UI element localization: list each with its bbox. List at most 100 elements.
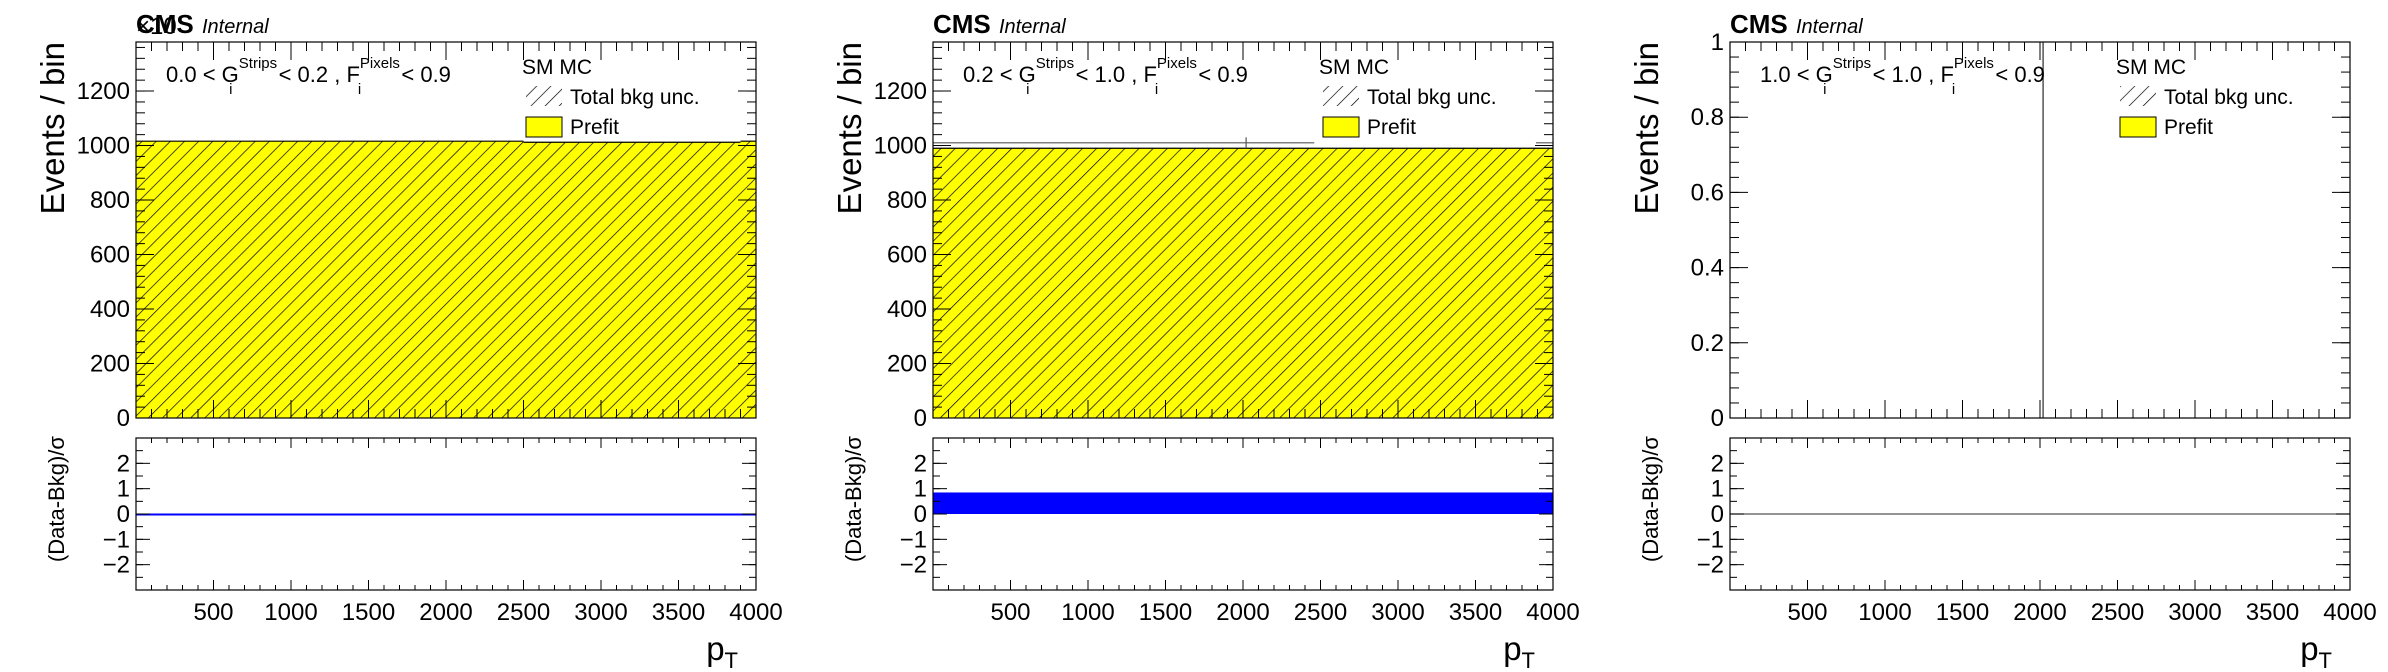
ratio-y-tick-label: −2 <box>1697 552 1724 579</box>
x-tick-label: 1000 <box>1061 599 1114 626</box>
y-tick-label: 1200 <box>77 78 130 105</box>
ratio-y-tick-label: 2 <box>117 450 130 477</box>
ratio-y-tick-label: 2 <box>914 450 927 477</box>
bkg-unc-hatch-2 <box>740 141 756 418</box>
ratio-band <box>933 492 1553 514</box>
bkg-unc-hatch-0 <box>136 141 524 418</box>
y-tick-label: 600 <box>90 242 130 269</box>
y-tick-label: 0.2 <box>1691 330 1724 357</box>
sel-f-base: < 0.2 , F <box>272 62 359 87</box>
sel-f-cut: < 0.9 <box>395 62 451 87</box>
x-tick-label: 3000 <box>2168 599 2221 626</box>
legend-item-prefit: Prefit <box>570 116 619 139</box>
internal-label: Internal <box>999 16 1066 38</box>
ratio-y-tick-label: 0 <box>1711 501 1724 528</box>
x-tick-label: 500 <box>193 599 233 626</box>
x-tick-label: 1500 <box>1139 599 1192 626</box>
y-tick-label: 1200 <box>874 78 927 105</box>
y-tick-label: 200 <box>887 351 927 378</box>
ratio-y-tick-label: −1 <box>103 526 130 553</box>
x-tick-label: 3500 <box>652 599 705 626</box>
y-tick-label: 800 <box>90 187 130 214</box>
x-tick-label: 2000 <box>2013 599 2066 626</box>
legend-prefit-swatch <box>525 116 563 138</box>
y-tick-label: 1 <box>1711 29 1724 56</box>
sel-f-sub: i <box>1155 81 1158 98</box>
sel-g-lower: 0.2 < G <box>963 62 1036 87</box>
selection-label: 0.0 < GStrips i < 0.2 , FPixels i < 0.9 <box>166 55 451 98</box>
y-tick-label: 200 <box>90 351 130 378</box>
x-tick-label: 500 <box>1787 599 1827 626</box>
x-tick-label: 1000 <box>1858 599 1911 626</box>
internal-label: Internal <box>202 16 269 38</box>
y-axis-title: Events / bin <box>34 42 71 214</box>
x-tick-label: 3500 <box>2246 599 2299 626</box>
sel-f-sup: Pixels <box>360 55 400 72</box>
sel-f-sub: i <box>1952 81 1955 98</box>
legend-item-prefit: Prefit <box>2164 116 2213 139</box>
ratio-y-tick-label: −1 <box>900 526 927 553</box>
sel-g-sub: i <box>1026 81 1029 98</box>
ratio-y-tick-label: −2 <box>900 552 927 579</box>
ratio-y-tick-label: −2 <box>103 552 130 579</box>
y-tick-label: 0.8 <box>1691 104 1724 131</box>
x-axis-title-base: p <box>706 630 724 667</box>
x-axis-title: pT <box>706 630 738 672</box>
sel-f-sup: Pixels <box>1954 55 1994 72</box>
x-axis-title-sub: T <box>1522 648 1535 672</box>
sel-f-cut: < 0.9 <box>1989 62 2045 87</box>
sel-g-sup: Strips <box>239 55 277 72</box>
x-tick-label: 3000 <box>1371 599 1424 626</box>
sel-f-base: < 1.0 , F <box>1069 62 1156 87</box>
legend-title: SM MC <box>2116 56 2186 79</box>
x-tick-label: 500 <box>990 599 1030 626</box>
sel-f-cut: < 0.9 <box>1192 62 1248 87</box>
y-tick-label: 600 <box>887 242 927 269</box>
legend-hatch-swatch <box>526 86 562 106</box>
bkg-unc-hatch-0 <box>933 148 1553 418</box>
x-tick-label: 1000 <box>264 599 317 626</box>
legend-prefit-swatch <box>2119 116 2157 138</box>
legend-item-bkg-unc: Total bkg unc. <box>2164 86 2294 109</box>
ratio-y-tick-label: 1 <box>914 476 927 503</box>
x-axis-title-sub: T <box>2319 648 2332 672</box>
y-axis-multiplier: ×10 <box>136 13 177 40</box>
sel-g-sup: Strips <box>1833 55 1871 72</box>
x-axis-title: pT <box>2300 630 2332 672</box>
y-tick-label: 0 <box>914 405 927 432</box>
legend-item-bkg-unc: Total bkg unc. <box>570 86 700 109</box>
sel-f-base: < 1.0 , F <box>1866 62 1953 87</box>
bkg-unc-hatch-1 <box>523 142 741 418</box>
x-axis-title-base: p <box>2300 630 2318 667</box>
x-tick-label: 2500 <box>1294 599 1347 626</box>
legend-item-prefit: Prefit <box>1367 116 1416 139</box>
y-tick-label: 0.6 <box>1691 179 1724 206</box>
x-axis-title-base: p <box>1503 630 1521 667</box>
internal-label: Internal <box>1796 16 1863 38</box>
ratio-y-tick-label: 1 <box>117 476 130 503</box>
sel-f-sub: i <box>358 81 361 98</box>
y-tick-label: 800 <box>887 187 927 214</box>
sel-f-sup: Pixels <box>1157 55 1197 72</box>
y-tick-label: 0.4 <box>1691 255 1724 282</box>
x-tick-label: 2000 <box>419 599 472 626</box>
ratio-y-axis-title: (Data-Bkg)/σ <box>841 436 866 562</box>
x-tick-label: 1500 <box>1936 599 1989 626</box>
x-tick-label: 3500 <box>1449 599 1502 626</box>
x-tick-label: 3000 <box>574 599 627 626</box>
cms-label: CMS <box>136 9 194 39</box>
ratio-y-axis-title: (Data-Bkg)/σ <box>1638 436 1663 562</box>
ratio-band <box>136 513 756 516</box>
legend-item-bkg-unc: Total bkg unc. <box>1367 86 1497 109</box>
ratio-y-tick-label: 0 <box>914 501 927 528</box>
y-tick-label: 1000 <box>874 133 927 160</box>
cms-label: CMS <box>933 9 991 39</box>
ratio-y-axis-title: (Data-Bkg)/σ <box>44 436 69 562</box>
ratio-y-tick-label: 1 <box>1711 476 1724 503</box>
y-tick-label: 400 <box>887 296 927 323</box>
x-tick-label: 1500 <box>342 599 395 626</box>
